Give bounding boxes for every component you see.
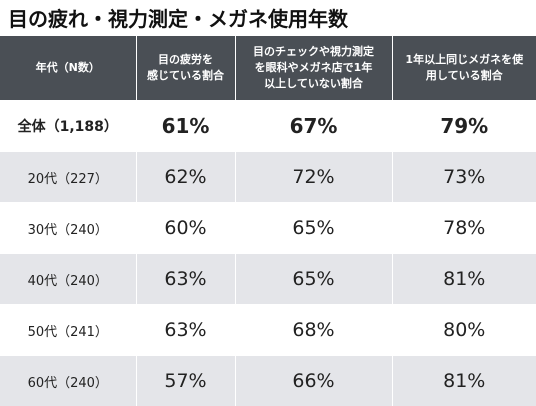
table-row-30s: 30代（240） 60% 65% 78% — [0, 203, 536, 254]
table-row-60s: 60代（240） 57% 66% 81% — [0, 356, 536, 406]
header-row: 年代（N数） 目の疲労を 感じている割合 目のチェックや視力測定 を眼科やメガネ… — [0, 36, 536, 101]
cell-eye-fatigue: 61% — [136, 101, 235, 152]
row-label: 60代（240） — [0, 356, 136, 406]
cell-same-glasses: 81% — [392, 356, 536, 406]
cell-no-eye-check: 72% — [235, 152, 392, 203]
data-table: 年代（N数） 目の疲労を 感じている割合 目のチェックや視力測定 を眼科やメガネ… — [0, 36, 536, 406]
cell-no-eye-check: 67% — [235, 101, 392, 152]
table-row-40s: 40代（240） 63% 65% 81% — [0, 254, 536, 305]
table-row-20s: 20代（227） 62% 72% 73% — [0, 152, 536, 203]
row-label: 30代（240） — [0, 203, 136, 254]
table-row-50s: 50代（241） 63% 68% 80% — [0, 305, 536, 356]
cell-no-eye-check: 68% — [235, 305, 392, 356]
cell-no-eye-check: 65% — [235, 254, 392, 305]
row-label: 40代（240） — [0, 254, 136, 305]
cell-eye-fatigue: 60% — [136, 203, 235, 254]
cell-same-glasses: 81% — [392, 254, 536, 305]
row-label: 50代（241） — [0, 305, 136, 356]
column-header-eye-fatigue: 目の疲労を 感じている割合 — [136, 36, 235, 101]
cell-same-glasses: 78% — [392, 203, 536, 254]
cell-no-eye-check: 65% — [235, 203, 392, 254]
cell-same-glasses: 73% — [392, 152, 536, 203]
cell-eye-fatigue: 57% — [136, 356, 235, 406]
table-row-total: 全体（1,188） 61% 67% 79% — [0, 101, 536, 152]
cell-eye-fatigue: 63% — [136, 305, 235, 356]
cell-eye-fatigue: 63% — [136, 254, 235, 305]
page-title: 目の疲れ・視力測定・メガネ使用年数 — [8, 4, 348, 34]
cell-no-eye-check: 66% — [235, 356, 392, 406]
row-label: 20代（227） — [0, 152, 136, 203]
row-label: 全体（1,188） — [0, 101, 136, 152]
cell-same-glasses: 79% — [392, 101, 536, 152]
cell-same-glasses: 80% — [392, 305, 536, 356]
cell-eye-fatigue: 62% — [136, 152, 235, 203]
column-header-age-group: 年代（N数） — [0, 36, 136, 101]
column-header-same-glasses: 1年以上同じメガネを使 用している割合 — [392, 36, 536, 101]
column-header-no-eye-check: 目のチェックや視力測定 を眼科やメガネ店で1年 以上していない割合 — [235, 36, 392, 101]
